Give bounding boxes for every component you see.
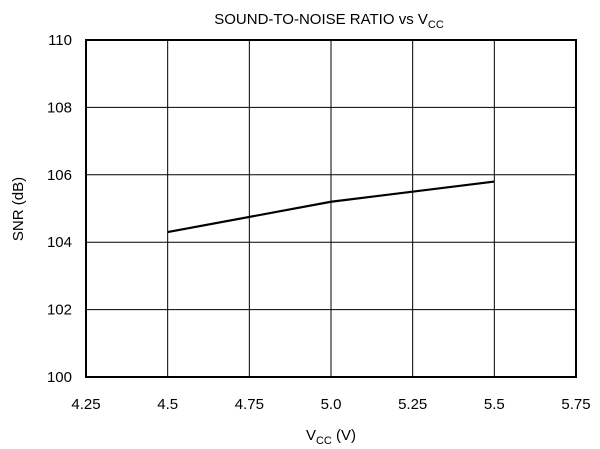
x-tick-label: 5.25 [398, 396, 427, 413]
x-axis-label-subscript: CC [316, 435, 332, 447]
y-axis-label: SNR (dB) [10, 177, 27, 241]
chart-title-main: SOUND-TO-NOISE RATIO vs V [214, 11, 428, 28]
series-layer [167, 180, 495, 234]
plot-frame [85, 39, 577, 378]
x-tick-label: 5.5 [484, 396, 505, 413]
series-line [167, 180, 495, 234]
x-axis-label-suffix: (V) [332, 427, 356, 444]
y-tick-label: 102 [47, 302, 72, 319]
chart-title: SOUND-TO-NOISE RATIO vs VCC [214, 11, 444, 31]
y-tick-label: 110 [48, 32, 72, 49]
x-tick-label: 4.75 [235, 396, 264, 413]
chart-title-subscript: CC [428, 19, 444, 31]
x-tick-label: 5.75 [561, 396, 590, 413]
x-tick-label: 4.25 [71, 396, 100, 413]
x-axis-label-main: V [306, 427, 316, 444]
y-tick-label: 104 [47, 234, 72, 251]
y-tick-label: 100 [47, 369, 72, 386]
x-tick-label: 5.0 [321, 396, 342, 413]
grid [86, 40, 576, 377]
x-axis-label: VCC (V) [306, 427, 356, 447]
y-tick-label: 108 [47, 99, 72, 116]
y-tick-label: 106 [47, 167, 72, 184]
tick-labels: 4.25 4.5 4.75 5.0 5.25 5.5 5.75 100 102 104 106 108… [47, 32, 591, 413]
x-tick-label: 4.5 [157, 396, 178, 413]
